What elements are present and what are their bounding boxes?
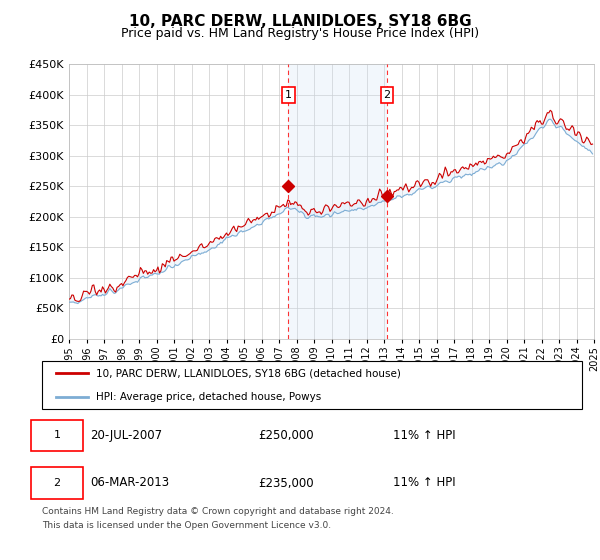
Text: Contains HM Land Registry data © Crown copyright and database right 2024.: Contains HM Land Registry data © Crown c… (42, 507, 394, 516)
Text: 10, PARC DERW, LLANIDLOES, SY18 6BG: 10, PARC DERW, LLANIDLOES, SY18 6BG (128, 14, 472, 29)
FancyBboxPatch shape (42, 361, 582, 409)
Text: 11% ↑ HPI: 11% ↑ HPI (393, 429, 455, 442)
Text: Price paid vs. HM Land Registry's House Price Index (HPI): Price paid vs. HM Land Registry's House … (121, 27, 479, 40)
Text: 1: 1 (285, 90, 292, 100)
Text: £250,000: £250,000 (258, 429, 314, 442)
Text: 1: 1 (53, 431, 61, 440)
Text: 2: 2 (383, 90, 391, 100)
Text: This data is licensed under the Open Government Licence v3.0.: This data is licensed under the Open Gov… (42, 521, 331, 530)
FancyBboxPatch shape (31, 468, 83, 498)
FancyBboxPatch shape (31, 420, 83, 451)
Text: 06-MAR-2013: 06-MAR-2013 (91, 477, 170, 489)
Text: £235,000: £235,000 (258, 477, 314, 489)
Text: 11% ↑ HPI: 11% ↑ HPI (393, 477, 455, 489)
Text: HPI: Average price, detached house, Powys: HPI: Average price, detached house, Powy… (96, 392, 321, 402)
Bar (289, 64, 387, 339)
Text: 20-JUL-2007: 20-JUL-2007 (91, 429, 163, 442)
Text: 10, PARC DERW, LLANIDLOES, SY18 6BG (detached house): 10, PARC DERW, LLANIDLOES, SY18 6BG (det… (96, 368, 401, 378)
Text: 2: 2 (53, 478, 61, 488)
